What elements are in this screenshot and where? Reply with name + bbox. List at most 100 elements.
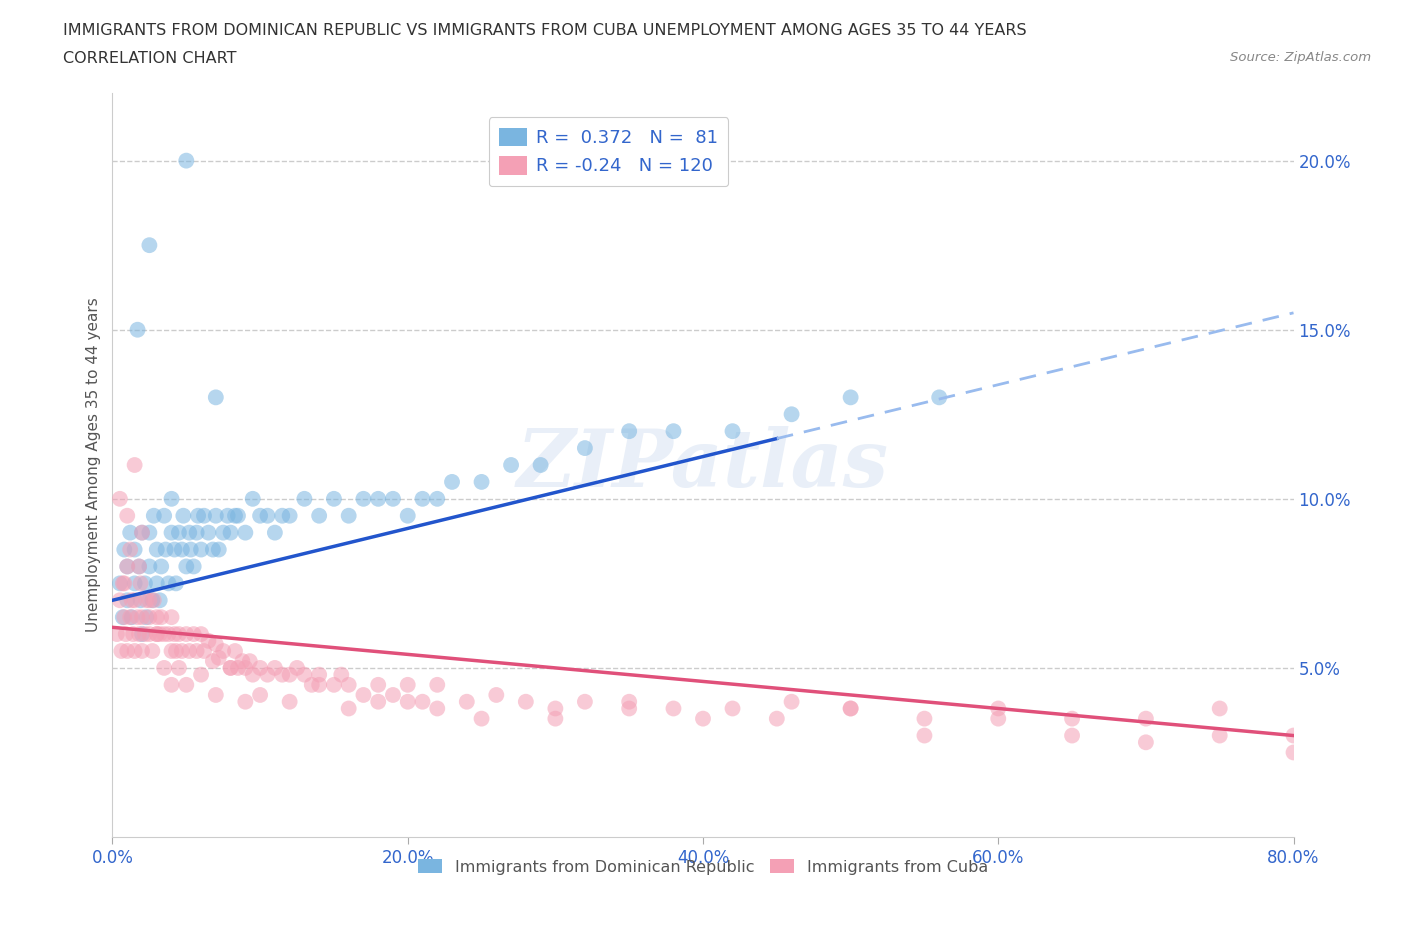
Point [201,654,224,669]
Point [114,627,136,642]
Point [146,576,169,591]
Point [914,711,936,726]
Point [224,509,246,524]
Point [928,390,950,405]
Point [112,610,135,625]
Text: CORRELATION CHART: CORRELATION CHART [63,51,236,66]
Point [264,660,287,675]
Point [256,667,278,682]
Point [396,509,419,524]
Point [160,677,183,692]
Point [278,667,301,682]
Point [190,542,212,557]
Point [160,610,183,625]
Point [120,525,142,540]
Point [197,525,219,540]
Text: ZIPatlas: ZIPatlas [517,426,889,504]
Point [352,491,374,506]
Point [131,525,153,540]
Point [292,667,315,682]
Point [544,711,567,726]
Point [1282,728,1305,743]
Point [149,592,172,607]
Point [186,644,208,658]
Point [256,509,278,524]
Point [142,509,165,524]
Point [529,458,551,472]
Point [127,610,149,625]
Point [501,458,523,472]
Point [574,695,596,710]
Point [308,677,330,692]
Point [301,677,323,692]
Point [117,509,138,524]
Point [149,627,172,642]
Point [456,695,478,710]
Point [411,695,433,710]
Point [212,525,235,540]
Point [780,695,803,710]
Point [124,592,146,607]
Point [121,610,143,625]
Point [544,701,567,716]
Point [1208,728,1232,743]
Point [165,576,187,591]
Point [278,695,301,710]
Point [219,660,242,675]
Point [127,323,149,338]
Point [721,701,744,716]
Point [249,687,271,702]
Point [239,654,262,669]
Point [485,687,508,702]
Point [141,592,163,607]
Point [117,644,138,658]
Point [124,458,146,472]
Point [129,592,152,607]
Point [662,701,685,716]
Point [111,576,134,591]
Point [208,650,231,665]
Point [129,576,152,591]
Point [134,576,156,591]
Point [396,695,419,710]
Point [212,644,235,658]
Point [1135,735,1157,750]
Point [174,627,197,642]
Point [131,525,153,540]
Point [780,406,803,421]
Point [163,627,186,642]
Point [308,667,330,682]
Point [285,660,308,675]
Point [231,654,253,669]
Point [174,559,197,574]
Point [165,644,187,658]
Point [167,525,190,540]
Point [135,610,157,625]
Point [1282,745,1305,760]
Point [1135,711,1157,726]
Point [141,644,163,658]
Point [117,559,138,574]
Point [112,576,135,591]
Point [574,441,596,456]
Point [134,627,156,642]
Point [367,677,389,692]
Text: IMMIGRANTS FROM DOMINICAN REPUBLIC VS IMMIGRANTS FROM CUBA UNEMPLOYMENT AMONG AG: IMMIGRANTS FROM DOMINICAN REPUBLIC VS IM… [63,23,1026,38]
Point [157,576,180,591]
Point [138,559,160,574]
Point [138,592,160,607]
Point [131,644,153,658]
Point [153,627,176,642]
Point [160,525,183,540]
Point [337,701,360,716]
Point [117,592,138,607]
Point [242,667,264,682]
Point [183,559,205,574]
Point [337,677,360,692]
Point [662,424,685,439]
Point [224,644,246,658]
Point [226,509,249,524]
Point [766,711,789,726]
Point [187,509,209,524]
Point [1062,711,1084,726]
